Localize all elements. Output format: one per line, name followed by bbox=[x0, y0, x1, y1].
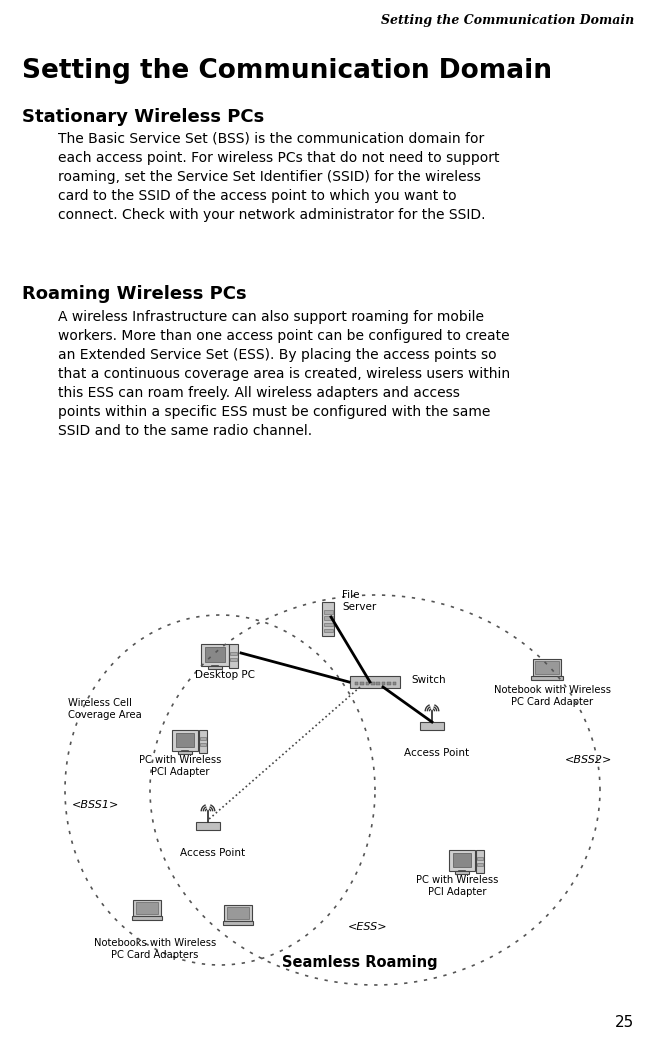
FancyBboxPatch shape bbox=[476, 850, 484, 872]
FancyBboxPatch shape bbox=[223, 921, 253, 925]
FancyBboxPatch shape bbox=[205, 647, 225, 662]
FancyBboxPatch shape bbox=[179, 751, 192, 754]
FancyBboxPatch shape bbox=[324, 610, 332, 614]
FancyBboxPatch shape bbox=[532, 659, 561, 675]
Text: File
Server: File Server bbox=[342, 591, 376, 611]
FancyBboxPatch shape bbox=[453, 853, 472, 867]
Text: Roaming Wireless PCs: Roaming Wireless PCs bbox=[22, 285, 247, 303]
FancyBboxPatch shape bbox=[351, 676, 400, 688]
Text: Stationary Wireless PCs: Stationary Wireless PCs bbox=[22, 108, 264, 126]
FancyBboxPatch shape bbox=[477, 857, 483, 860]
FancyBboxPatch shape bbox=[199, 737, 206, 740]
FancyBboxPatch shape bbox=[354, 682, 358, 685]
Text: <BSS2>: <BSS2> bbox=[565, 755, 612, 765]
FancyBboxPatch shape bbox=[360, 682, 364, 685]
FancyBboxPatch shape bbox=[199, 743, 206, 745]
FancyBboxPatch shape bbox=[324, 623, 332, 626]
FancyBboxPatch shape bbox=[455, 871, 468, 874]
FancyBboxPatch shape bbox=[376, 682, 380, 685]
FancyBboxPatch shape bbox=[136, 903, 158, 914]
FancyBboxPatch shape bbox=[322, 602, 334, 636]
Text: Desktop PC: Desktop PC bbox=[195, 670, 255, 680]
FancyBboxPatch shape bbox=[199, 730, 207, 753]
FancyBboxPatch shape bbox=[201, 644, 229, 666]
FancyBboxPatch shape bbox=[477, 863, 483, 866]
Text: <BSS1>: <BSS1> bbox=[72, 800, 120, 810]
Text: Switch: Switch bbox=[411, 675, 445, 685]
Text: PC with Wireless
PCI Adapter: PC with Wireless PCI Adapter bbox=[139, 755, 221, 777]
FancyBboxPatch shape bbox=[133, 900, 161, 916]
Text: Access Point: Access Point bbox=[181, 848, 245, 857]
FancyBboxPatch shape bbox=[449, 850, 475, 871]
Text: A wireless Infrastructure can also support roaming for mobile
workers. More than: A wireless Infrastructure can also suppo… bbox=[58, 310, 510, 438]
Text: Wireless Cell
Coverage Area: Wireless Cell Coverage Area bbox=[68, 698, 142, 719]
Text: Access Point: Access Point bbox=[404, 748, 470, 758]
FancyBboxPatch shape bbox=[531, 675, 563, 680]
Text: Setting the Communication Domain: Setting the Communication Domain bbox=[22, 58, 552, 84]
FancyBboxPatch shape bbox=[230, 658, 237, 661]
Text: 25: 25 bbox=[615, 1015, 634, 1030]
Text: Setting the Communication Domain: Setting the Communication Domain bbox=[381, 14, 634, 27]
FancyBboxPatch shape bbox=[535, 661, 559, 673]
FancyBboxPatch shape bbox=[227, 907, 249, 919]
FancyBboxPatch shape bbox=[387, 682, 390, 685]
FancyBboxPatch shape bbox=[230, 651, 237, 654]
FancyBboxPatch shape bbox=[230, 644, 238, 668]
FancyBboxPatch shape bbox=[224, 905, 252, 921]
FancyBboxPatch shape bbox=[132, 916, 162, 920]
Text: <ESS>: <ESS> bbox=[348, 922, 388, 932]
FancyBboxPatch shape bbox=[175, 733, 194, 747]
FancyBboxPatch shape bbox=[196, 822, 220, 830]
Text: Notebooks with Wireless
PC Card Adapters: Notebooks with Wireless PC Card Adapters bbox=[94, 938, 216, 960]
FancyBboxPatch shape bbox=[324, 617, 332, 620]
Text: Seamless Roaming: Seamless Roaming bbox=[282, 955, 438, 970]
FancyBboxPatch shape bbox=[324, 629, 332, 632]
FancyBboxPatch shape bbox=[371, 682, 375, 685]
FancyBboxPatch shape bbox=[382, 682, 385, 685]
FancyBboxPatch shape bbox=[208, 666, 222, 669]
FancyBboxPatch shape bbox=[172, 730, 198, 751]
Text: The Basic Service Set (BSS) is the communication domain for
each access point. F: The Basic Service Set (BSS) is the commu… bbox=[58, 132, 500, 222]
FancyBboxPatch shape bbox=[420, 721, 444, 730]
FancyBboxPatch shape bbox=[392, 682, 396, 685]
Text: Notebook with Wireless
PC Card Adapter: Notebook with Wireless PC Card Adapter bbox=[494, 685, 610, 707]
Text: PC with Wireless
PCI Adapter: PC with Wireless PCI Adapter bbox=[416, 875, 498, 896]
FancyBboxPatch shape bbox=[366, 682, 369, 685]
